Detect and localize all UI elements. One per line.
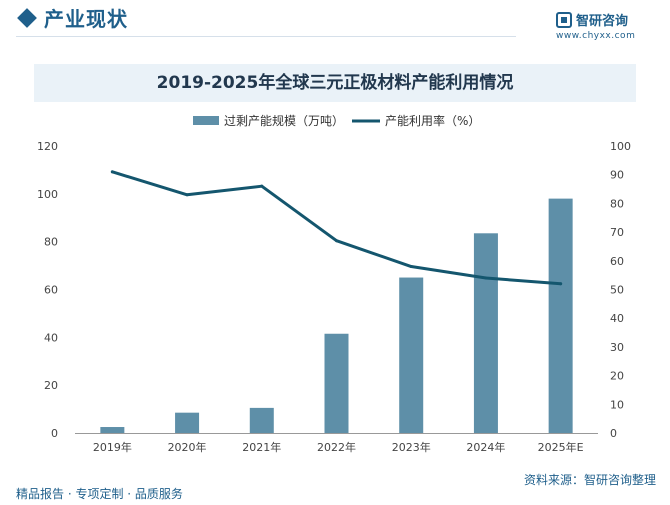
y-left-tick-label: 60 <box>44 284 58 297</box>
y-right-tick-label: 60 <box>610 255 624 268</box>
x-tick-label: 2020年 <box>168 440 207 454</box>
y-right-tick-label: 80 <box>610 197 624 210</box>
y-left-tick-label: 40 <box>44 331 58 344</box>
logo-url: www.chyxx.com <box>556 31 636 41</box>
footer-source: 资料来源：智研咨询整理 <box>523 473 656 487</box>
legend-swatch-bar <box>193 116 219 125</box>
logo-mark-icon <box>556 12 572 28</box>
chart-title: 2019-2025年全球三元正极材料产能利用情况 <box>156 73 514 93</box>
footer-tagline: 精品报告 · 专项定制 · 品质服务 <box>16 487 183 501</box>
x-tick-label: 2019年 <box>93 440 132 454</box>
y-left-tick-label: 100 <box>37 188 58 201</box>
y-right-tick-label: 20 <box>610 370 624 383</box>
chart-title-band: 2019-2025年全球三元正极材料产能利用情况 <box>34 64 636 102</box>
line-point <box>335 239 338 243</box>
bar <box>399 277 424 433</box>
y-right-tick-label: 40 <box>610 312 624 325</box>
x-tick-label: 2022年 <box>317 440 356 454</box>
y-right-tick-label: 0 <box>610 427 617 440</box>
line-point <box>484 276 488 280</box>
header: 产业现状 智研咨询 www.chyxx.com <box>0 0 670 48</box>
line-point <box>110 170 114 174</box>
y-right-tick-label: 30 <box>610 341 624 354</box>
y-right-tick-label: 70 <box>610 226 624 239</box>
line-point <box>559 282 563 286</box>
brand-logo: 智研咨询 www.chyxx.com <box>556 8 652 42</box>
x-tick-label: 2023年 <box>392 440 431 454</box>
legend-label-bar: 过剩产能规模（万吨） <box>224 113 344 128</box>
bar <box>100 427 125 433</box>
bar <box>175 412 200 433</box>
header-divider <box>16 36 516 37</box>
x-tick-label: 2024年 <box>466 440 505 454</box>
x-tick-label: 2021年 <box>242 440 281 454</box>
y-left-tick-label: 20 <box>44 379 58 392</box>
y-right-tick-label: 50 <box>610 284 624 297</box>
bar <box>548 198 573 433</box>
bar <box>249 407 274 433</box>
line-point <box>409 265 413 269</box>
y-right-tick-label: 100 <box>610 140 631 153</box>
legend-label-line: 产能利用率（%） <box>385 113 480 128</box>
logo-text: 智研咨询 <box>576 14 629 29</box>
y-right-tick-label: 90 <box>610 169 624 182</box>
line-point <box>185 193 189 197</box>
bar <box>473 233 498 433</box>
line-point <box>260 184 264 188</box>
x-tick-label: 2025年E <box>538 440 584 454</box>
y-left-tick-label: 120 <box>37 140 58 153</box>
y-right-tick-label: 10 <box>610 398 624 411</box>
bar <box>324 333 349 433</box>
y-left-tick-label: 0 <box>51 427 58 440</box>
page-title: 产业现状 <box>44 7 128 31</box>
y-left-tick-label: 80 <box>44 236 58 249</box>
